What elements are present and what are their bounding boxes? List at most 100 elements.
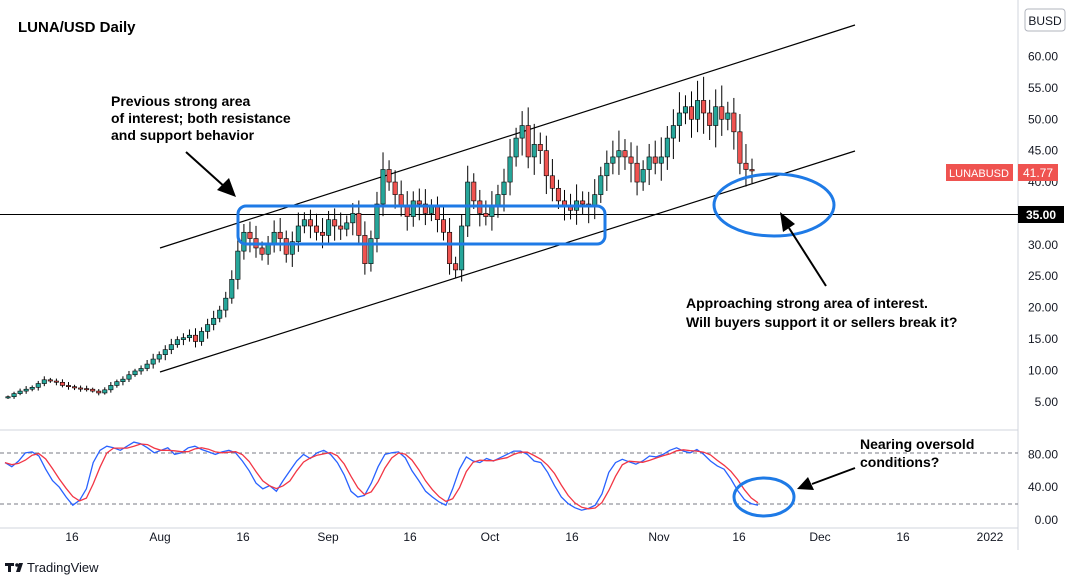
candle-bearish	[332, 208, 338, 241]
candle-bullish	[265, 235, 271, 265]
date-tick-label: Aug	[149, 530, 170, 544]
level-label: 35.00	[1026, 208, 1056, 222]
candle-bullish	[598, 166, 604, 203]
symbol-price-label[interactable]: LUNABUSD 41.77	[946, 164, 1058, 181]
oscillator-axis[interactable]: 80.00 40.00 0.00	[1028, 447, 1058, 527]
candle-bullish	[144, 360, 150, 372]
candle-bullish	[344, 215, 350, 237]
candle-bearish	[743, 144, 749, 187]
currency-label: BUSD	[1028, 14, 1062, 28]
candle-bullish	[156, 351, 162, 363]
candle-bearish	[277, 218, 283, 252]
candle-bullish	[410, 191, 416, 227]
candle-bullish	[531, 123, 537, 175]
date-tick-label: Nov	[648, 530, 669, 544]
arrow-to-oversold	[797, 467, 856, 490]
candle-bullish	[180, 333, 186, 346]
candle-bullish	[507, 138, 513, 196]
channel-lower-line	[159, 150, 856, 373]
candle-bullish	[465, 165, 471, 237]
candle-bearish	[59, 379, 65, 388]
price-tick-label: 10.00	[1028, 363, 1058, 377]
candle-bullish	[676, 92, 682, 142]
candle-bearish	[737, 114, 743, 175]
candle-bullish	[713, 89, 719, 148]
price-tick-label: 50.00	[1028, 112, 1058, 126]
candle-bearish	[193, 328, 199, 348]
candle-bearish	[689, 91, 695, 138]
candle-bearish	[555, 179, 561, 210]
interest-zone-box	[236, 204, 607, 246]
date-tick-label: 2022	[977, 530, 1004, 544]
stoch-d-line	[4, 443, 759, 510]
price-tick-label: 5.00	[1035, 395, 1059, 409]
date-tick-label: Dec	[809, 530, 830, 544]
candle-bearish	[549, 159, 555, 202]
candle-bullish	[35, 380, 41, 391]
candle-bearish	[84, 385, 90, 392]
price-tick-label: 55.00	[1028, 81, 1058, 95]
annotation-oversold-line2: conditions?	[860, 454, 939, 470]
candle-bullish	[211, 310, 217, 331]
candle-bearish	[628, 142, 634, 183]
candle-bullish	[235, 238, 241, 290]
candle-bearish	[338, 212, 344, 240]
candle-bearish	[362, 221, 368, 275]
candle-bullish	[368, 230, 374, 272]
candle-bullish	[17, 388, 23, 396]
candle-bearish	[537, 132, 543, 164]
date-tick-label: 16	[732, 530, 746, 544]
candle-bullish	[640, 160, 646, 191]
oscillator-tick-label: 0.00	[1035, 513, 1059, 527]
candle-bearish	[719, 85, 725, 136]
price-tick-label: 25.00	[1028, 269, 1058, 283]
candle-bearish	[707, 99, 713, 141]
annotation-previous-area-line2: of interest; both resistance	[111, 110, 291, 126]
candle-bearish	[404, 191, 410, 231]
level-price-label[interactable]: 35.00	[1018, 206, 1064, 223]
annotation-previous-area-line1: Previous strong area	[111, 93, 250, 109]
candle-bearish	[749, 158, 755, 184]
candle-bullish	[695, 80, 701, 133]
candle-bullish	[604, 150, 610, 191]
candle-bullish	[108, 382, 114, 393]
candle-bullish	[205, 318, 211, 339]
annotation-approaching-line2: Will buyers support it or sellers break …	[686, 314, 957, 330]
currency-box[interactable]: BUSD	[1024, 8, 1066, 32]
candle-bearish	[731, 97, 737, 150]
price-axis[interactable]: 60.0055.0050.0045.0040.0035.0030.0025.00…	[1028, 49, 1058, 408]
candle-bearish	[525, 107, 531, 169]
oversold-zone-ellipse	[732, 476, 796, 518]
annotation-oversold-line1: Nearing oversold	[860, 436, 974, 452]
candle-bearish	[652, 140, 658, 175]
date-tick-label: 16	[236, 530, 250, 544]
candle-bearish	[90, 387, 96, 393]
candle-bullish	[174, 336, 180, 348]
candle-bullish	[646, 143, 652, 186]
channel-upper-line	[159, 24, 856, 249]
candle-bearish	[622, 139, 628, 170]
price-tick-label: 20.00	[1028, 301, 1058, 315]
candle-bearish	[65, 382, 71, 390]
candle-bullish	[658, 137, 664, 181]
candle-bullish	[126, 370, 132, 383]
stoch-k-line	[4, 441, 759, 511]
date-tick-label: Sep	[317, 530, 339, 544]
candle-bullish	[301, 212, 307, 234]
candle-bearish	[447, 218, 453, 275]
candle-bullish	[102, 387, 108, 395]
candle-bullish	[459, 215, 465, 282]
candle-bullish	[610, 140, 616, 175]
candle-bullish	[350, 203, 356, 236]
candle-bullish	[114, 379, 120, 388]
candle-bullish	[519, 111, 525, 156]
candle-bullish	[374, 191, 380, 253]
price-tick-label: 45.00	[1028, 144, 1058, 158]
tradingview-logo[interactable]: TradingView	[5, 560, 99, 575]
candle-bearish	[398, 180, 404, 217]
candle-bullish	[120, 376, 126, 386]
candle-bullish	[289, 231, 295, 267]
time-axis[interactable]: 16 Aug 16 Sep 16 Oct 16 Nov 16 Dec 16 2022	[65, 530, 1003, 544]
candle-bearish	[701, 76, 707, 134]
